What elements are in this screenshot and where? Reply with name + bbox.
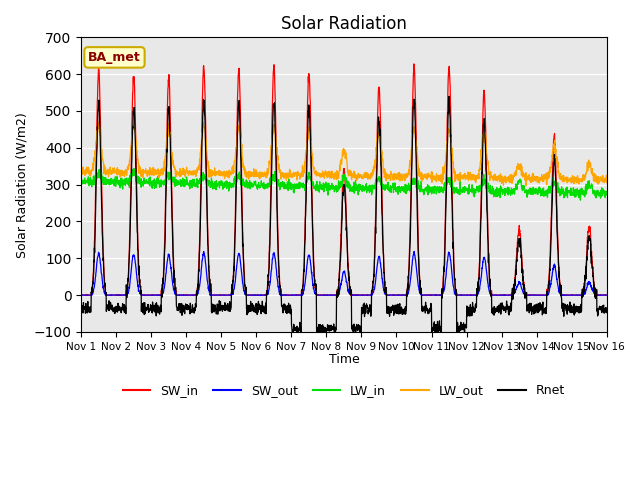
LW_in [371, 183, 378, 189]
LW_out [497, 171, 504, 177]
SW_in [557, 287, 564, 292]
SW_out [497, 292, 504, 298]
SW_in [497, 292, 504, 298]
LW_in [77, 183, 85, 189]
Rnet [224, 300, 232, 306]
LW_out [557, 170, 564, 176]
SW_out [557, 290, 564, 296]
SW_in [410, 61, 418, 67]
LW_in [359, 188, 367, 193]
Rnet [603, 309, 611, 314]
LW_out [572, 175, 579, 180]
SW_in [371, 252, 378, 258]
X-axis label: Time: Time [328, 353, 359, 366]
SW_out [224, 292, 232, 298]
Line: SW_in: SW_in [81, 64, 607, 295]
Line: LW_out: LW_out [81, 121, 607, 186]
LW_in [571, 192, 579, 198]
LW_out [224, 171, 232, 177]
LW_in [557, 187, 564, 193]
LW_out [522, 183, 530, 189]
SW_in [359, 292, 367, 298]
Legend: SW_in, SW_out, LW_in, LW_out, Rnet: SW_in, SW_out, LW_in, LW_out, Rnet [118, 379, 570, 402]
SW_out [371, 287, 378, 292]
LW_in [603, 192, 611, 198]
Rnet [77, 299, 85, 305]
LW_out [359, 174, 367, 180]
LW_out [95, 119, 103, 124]
Rnet [497, 311, 504, 317]
Rnet [557, 293, 564, 299]
SW_out [359, 292, 367, 298]
SW_in [603, 292, 611, 298]
Text: BA_met: BA_met [88, 51, 141, 64]
LW_in [577, 197, 584, 203]
Line: Rnet: Rnet [81, 96, 607, 336]
Y-axis label: Solar Radiation (W/m2): Solar Radiation (W/m2) [15, 112, 28, 257]
LW_out [371, 162, 378, 168]
Rnet [453, 333, 461, 339]
Title: Solar Radiation: Solar Radiation [281, 15, 407, 33]
SW_out [603, 292, 611, 298]
LW_in [224, 182, 232, 188]
SW_in [572, 292, 579, 298]
SW_out [410, 249, 418, 254]
SW_out [571, 292, 579, 298]
LW_in [497, 183, 504, 189]
LW_out [77, 168, 85, 174]
LW_out [603, 180, 611, 186]
Line: SW_out: SW_out [81, 252, 607, 295]
LW_in [130, 166, 138, 171]
SW_in [77, 292, 85, 298]
Rnet [572, 306, 579, 312]
SW_in [77, 292, 85, 298]
Line: LW_in: LW_in [81, 168, 607, 200]
Rnet [371, 268, 378, 274]
SW_in [224, 292, 232, 298]
SW_out [77, 292, 85, 298]
Rnet [359, 308, 367, 313]
Rnet [445, 94, 452, 99]
